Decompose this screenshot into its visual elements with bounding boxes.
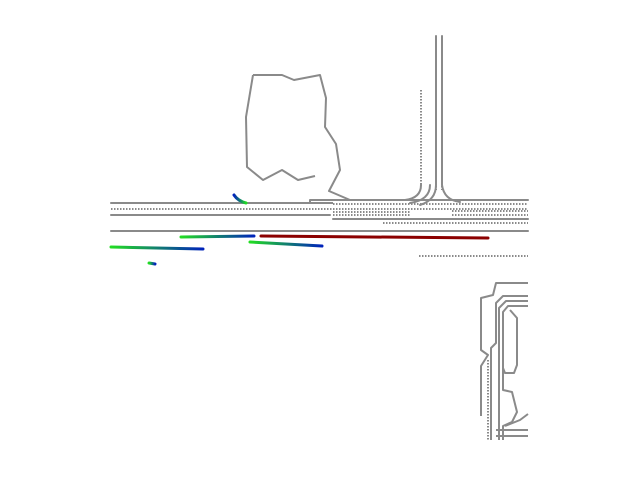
trajectory-5 <box>248 240 324 248</box>
trajectory-6 <box>147 261 157 266</box>
vertical-road-lanes <box>404 35 461 206</box>
trajectory-2 <box>179 234 256 239</box>
trajectory-4 <box>109 245 205 251</box>
lower-right-road-structure <box>480 282 529 440</box>
horizontal-road-lanes <box>110 199 529 257</box>
area-boundary-polygon <box>245 74 351 204</box>
ego-trajectory <box>259 234 490 240</box>
agent-trajectories <box>109 193 490 266</box>
trajectory-1 <box>232 193 248 205</box>
